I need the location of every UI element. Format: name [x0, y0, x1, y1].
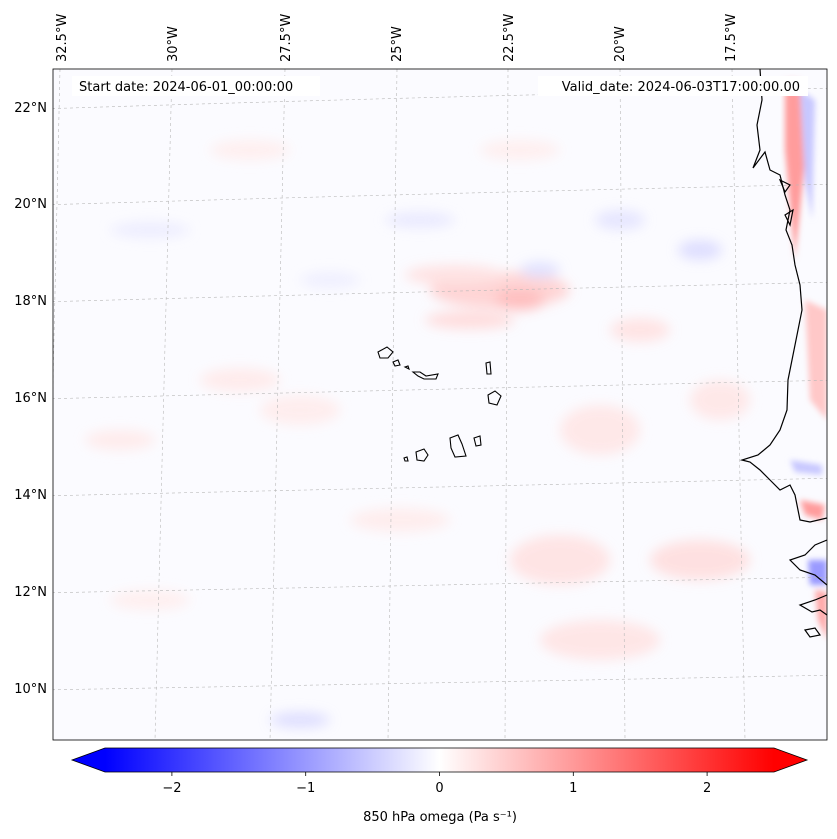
valid-date-label: Valid_date: 2024-06-03T17:00:00.00 — [562, 80, 800, 95]
lon-label: 32.5°W — [55, 14, 70, 62]
colorbar-outline — [70, 747, 809, 773]
lat-label: 10°N — [14, 682, 47, 697]
cape-verde-islands — [377, 346, 502, 462]
colorbar-ticks: −2 −1 0 1 2 — [162, 772, 711, 796]
island-santiago — [449, 434, 467, 458]
colorbar-tick-label: 0 — [435, 781, 443, 796]
start-date-label: Start date: 2024-06-01_00:00:00 — [79, 80, 293, 95]
island-maio — [473, 435, 482, 447]
lat-label: 20°N — [14, 197, 47, 212]
start-date-box — [72, 76, 320, 96]
lon-label: 17.5°W — [724, 14, 739, 62]
lon-label: 27.5°W — [279, 14, 294, 62]
lat-label: 16°N — [14, 391, 47, 406]
colorbar-extend-max — [774, 748, 807, 772]
lat-label: 22°N — [14, 101, 47, 116]
omega-field — [85, 80, 827, 728]
africa-coastline — [739, 69, 827, 523]
colorbar-label: 850 hPa omega (Pa s⁻¹) — [363, 810, 517, 825]
lon-label: 20°W — [613, 26, 628, 62]
colorbar-tick-label: −1 — [296, 781, 315, 796]
island-brava — [403, 456, 409, 462]
lon-label: 25°W — [390, 26, 405, 62]
valid-date-box — [538, 76, 808, 96]
lon-label: 22.5°W — [502, 14, 517, 62]
island-sao-nicolau — [411, 371, 439, 380]
lat-label: 18°N — [14, 294, 47, 309]
senegal-gambia-coast — [788, 539, 827, 586]
colorbar-gradient — [105, 748, 774, 772]
island-sao-vicente — [392, 359, 401, 367]
island-santo-antao — [377, 346, 394, 359]
map-plot-area — [53, 69, 827, 740]
map-frame — [52, 68, 828, 741]
island-sal — [485, 361, 492, 375]
coastlines — [739, 69, 827, 638]
lat-label: 12°N — [14, 585, 47, 600]
colorbar-tick-label: −2 — [162, 781, 181, 796]
lat-label: 14°N — [14, 488, 47, 503]
colorbar-tick-label: 1 — [569, 781, 577, 796]
island-santa-luzia — [403, 365, 410, 371]
island-fogo — [415, 448, 429, 462]
colorbar: −2 −1 0 1 2 850 hPa omega (Pa s⁻¹) — [70, 747, 809, 825]
lon-label: 30°W — [166, 26, 181, 62]
colorbar-tick-label: 2 — [703, 781, 711, 796]
latitude-labels: 22°N 20°N 18°N 16°N 14°N 12°N 10°N — [14, 101, 47, 697]
guinea-bissau-coast — [798, 594, 827, 616]
longitude-labels: 32.5°W 30°W 27.5°W 25°W 22.5°W 20°W 17.5… — [55, 14, 739, 62]
colorbar-extend-min — [72, 748, 105, 772]
island-boa-vista — [487, 390, 502, 406]
